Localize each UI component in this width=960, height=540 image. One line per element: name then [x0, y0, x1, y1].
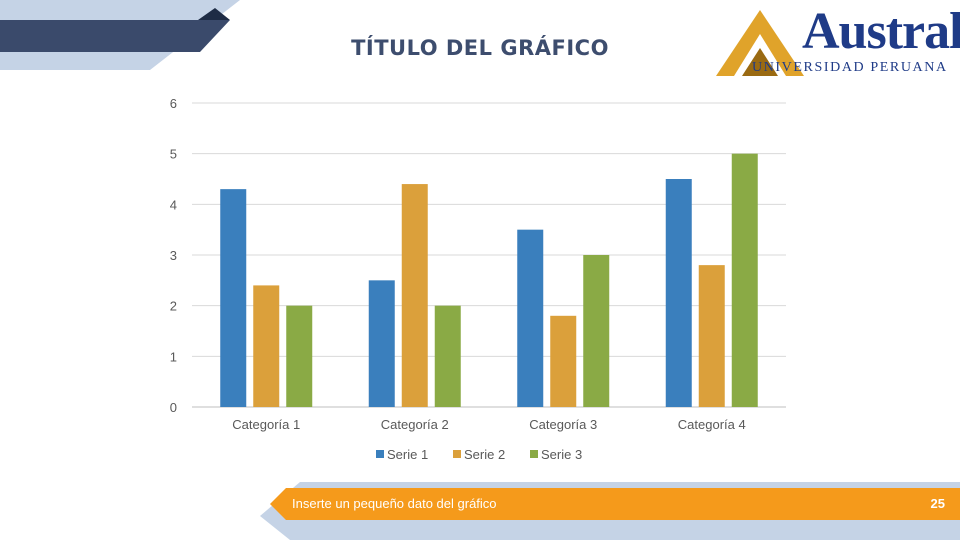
x-tick-label: Categoría 1	[232, 417, 300, 432]
footer-band-orange	[270, 488, 960, 520]
logo-wordmark: Austral	[802, 3, 960, 60]
page-number: 25	[930, 496, 945, 511]
y-tick-label: 4	[170, 197, 177, 212]
chart-x-axis: Categoría 1 Categoría 2 Categoría 3 Categor…	[232, 417, 745, 432]
y-tick-label: 0	[170, 400, 177, 415]
chart-gridlines	[192, 102, 786, 408]
chart-legend: Serie 1 Serie 2 Serie 3	[376, 447, 582, 462]
chart-bars	[220, 153, 758, 407]
bar	[401, 184, 428, 407]
bar	[286, 305, 313, 407]
footer-band	[260, 482, 960, 540]
bar	[220, 189, 247, 407]
legend-label: Serie 3	[541, 447, 582, 462]
page-title: TÍTULO DEL GRÁFICO	[351, 36, 609, 60]
bar	[698, 265, 725, 407]
x-tick-label: Categoría 3	[529, 417, 597, 432]
bar	[517, 229, 544, 407]
bar	[731, 153, 758, 407]
logo-triangle-core	[742, 48, 778, 76]
bar	[434, 305, 461, 407]
chart-y-axis: 0 1 2 3 4 5 6	[170, 96, 177, 415]
y-tick-label: 5	[170, 147, 177, 162]
y-tick-label: 2	[170, 299, 177, 314]
bar	[583, 255, 610, 407]
legend-label: Serie 1	[387, 447, 428, 462]
legend-swatch	[453, 450, 461, 458]
logo-subtitle: UNIVERSIDAD PERUANA	[752, 60, 948, 75]
legend-swatch	[376, 450, 384, 458]
header-banner-fold	[198, 8, 230, 20]
footer-text: Inserte un pequeño dato del gráfico	[292, 496, 497, 511]
y-tick-label: 6	[170, 96, 177, 111]
x-tick-label: Categoría 4	[678, 417, 746, 432]
legend-label: Serie 2	[464, 447, 505, 462]
bar	[550, 315, 577, 407]
y-tick-label: 3	[170, 248, 177, 263]
bar	[253, 285, 280, 407]
bar	[665, 179, 692, 407]
header-banner-dark	[0, 20, 230, 52]
header-banner	[0, 0, 240, 70]
bar	[368, 280, 395, 407]
x-tick-label: Categoría 2	[381, 417, 449, 432]
y-tick-label: 1	[170, 349, 177, 364]
legend-swatch	[530, 450, 538, 458]
austral-logo-icon	[716, 10, 804, 76]
